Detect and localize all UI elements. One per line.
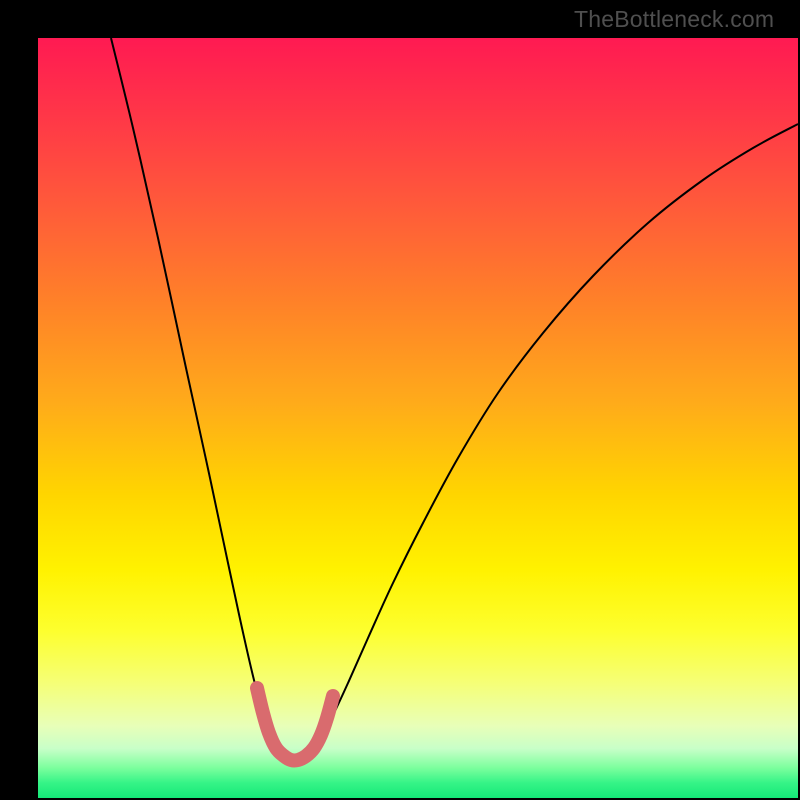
frame-left	[0, 0, 38, 800]
bottleneck-chart	[38, 38, 798, 798]
gradient-background	[38, 38, 798, 798]
watermark-text: TheBottleneck.com	[574, 6, 774, 33]
